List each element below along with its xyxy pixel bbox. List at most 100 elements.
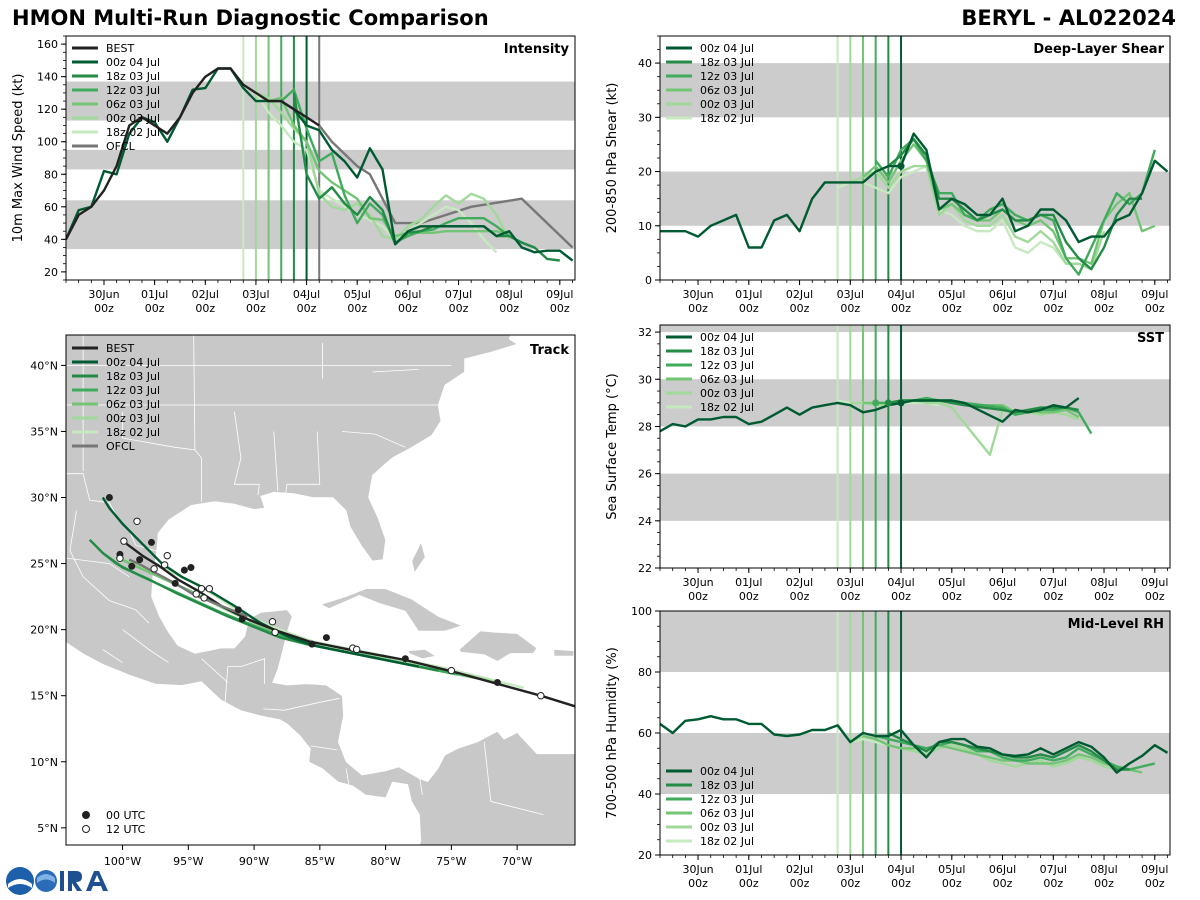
track-point-00utc bbox=[128, 562, 136, 570]
track-point-00utc bbox=[147, 538, 155, 546]
x-tick-label-hour: 00z bbox=[1043, 590, 1063, 603]
series-line-best bbox=[66, 67, 320, 240]
y-axis-label: 10m Max Wind Speed (kt) bbox=[11, 74, 26, 243]
track-point-12utc bbox=[133, 517, 141, 525]
political-border bbox=[285, 431, 321, 494]
x-tick-label-date: 30Jun bbox=[682, 576, 713, 589]
axes-frame bbox=[65, 334, 576, 846]
x-tick-label-date: 09Jul bbox=[1141, 288, 1168, 301]
x-tick-label-hour: 00z bbox=[790, 877, 810, 890]
x-tick-label: 100°W bbox=[104, 855, 141, 868]
series-line-00z-03-jul bbox=[255, 91, 511, 241]
series-line-00z-03-jul bbox=[850, 399, 1080, 456]
track-point-12utc bbox=[268, 618, 277, 626]
x-tick-label-date: 07Jul bbox=[1040, 863, 1067, 876]
x-tick-label-hour: 00z bbox=[688, 590, 708, 603]
x-tick-label: 75°W bbox=[436, 855, 466, 868]
y-tick-label: 26 bbox=[638, 468, 652, 481]
panel-title: Deep-Layer Shear bbox=[1033, 42, 1164, 57]
x-tick-label-hour: 00z bbox=[840, 302, 860, 315]
x-tick-label-date: 05Jul bbox=[938, 576, 965, 589]
shaded-band bbox=[660, 611, 1170, 672]
x-tick-label-hour: 00z bbox=[94, 302, 114, 315]
y-tick-label: 30°N bbox=[30, 492, 58, 505]
y-tick-label: 5°N bbox=[37, 822, 58, 835]
series-line-ofcl bbox=[318, 124, 574, 249]
x-tick-label-hour: 00z bbox=[993, 302, 1013, 315]
y-tick-label: 10°N bbox=[30, 756, 58, 769]
shaded-band bbox=[660, 325, 1170, 333]
x-tick-label-date: 01Jul bbox=[735, 288, 762, 301]
x-tick-label-hour: 00z bbox=[891, 302, 911, 315]
legend-label-12z-03-jul: 12z 03 Jul bbox=[700, 70, 754, 83]
legend-label-06z-03-jul: 06z 03 Jul bbox=[106, 98, 160, 111]
political-border bbox=[342, 431, 406, 448]
track-point-12utc bbox=[537, 691, 545, 700]
x-tick-label-date: 05Jul bbox=[938, 863, 965, 876]
land-puerto-rico bbox=[553, 649, 575, 657]
legend-label-12z-03-jul: 12z 03 Jul bbox=[700, 359, 754, 372]
x-tick-label-date: 06Jul bbox=[989, 576, 1016, 589]
x-tick-label: 80°W bbox=[370, 855, 400, 868]
series-line-00z-04-jul bbox=[660, 132, 1169, 249]
y-tick-label: 30 bbox=[638, 373, 652, 386]
init-marker-00z-04-jul bbox=[897, 162, 905, 170]
series-line-12z-03-jul bbox=[280, 88, 535, 249]
x-tick-label-date: 08Jul bbox=[496, 288, 523, 301]
shear-panel: 01020304030Jun00z01Jul00z02Jul00z03Jul00… bbox=[605, 35, 1171, 315]
plot-area bbox=[660, 611, 1170, 855]
legend-label-06z-03-jul: 06z 03 Jul bbox=[700, 807, 754, 820]
series-line-00z-04-jul bbox=[660, 715, 1169, 774]
political-border bbox=[102, 649, 123, 664]
cira-letters-icon bbox=[60, 871, 108, 891]
political-border bbox=[310, 745, 337, 751]
x-tick-label-hour: 00z bbox=[790, 590, 810, 603]
y-tick-label: 20 bbox=[638, 849, 652, 862]
y-tick-label: 60 bbox=[44, 201, 58, 214]
x-tick-label-hour: 00z bbox=[739, 877, 759, 890]
legend-label-06z-03-jul: 06z 03 Jul bbox=[106, 398, 160, 411]
x-tick-label-date: 03Jul bbox=[242, 288, 269, 301]
legend-label-best: BEST bbox=[106, 42, 134, 55]
x-tick-label-hour: 00z bbox=[398, 302, 418, 315]
x-tick-label-hour: 00z bbox=[891, 590, 911, 603]
legend-label-12z-03-jul: 12z 03 Jul bbox=[700, 793, 754, 806]
map-area bbox=[66, 335, 575, 845]
shaded-band bbox=[660, 473, 1170, 521]
land-cuba bbox=[320, 588, 463, 632]
legend-label-06z-03-jul: 06z 03 Jul bbox=[700, 373, 754, 386]
track-point-12utc bbox=[205, 584, 214, 593]
x-tick-label-hour: 00z bbox=[297, 302, 317, 315]
legend-label-00z-04-jul: 00z 04 Jul bbox=[700, 42, 754, 55]
panel-title: Track bbox=[530, 343, 569, 358]
main-title: HMON Multi-Run Diagnostic Comparison bbox=[12, 6, 489, 30]
track-line-00z-04-jul bbox=[101, 496, 419, 668]
x-tick-label-hour: 00z bbox=[739, 590, 759, 603]
x-tick-label-date: 07Jul bbox=[445, 288, 472, 301]
track-point-00utc bbox=[171, 579, 179, 587]
marker-legend-label: 12 UTC bbox=[106, 823, 146, 836]
legend-label-best: BEST bbox=[106, 342, 134, 355]
legend-label-00z-04-jul: 00z 04 Jul bbox=[106, 356, 160, 369]
x-tick-label-date: 08Jul bbox=[1090, 863, 1117, 876]
x-tick-label-date: 03Jul bbox=[837, 288, 864, 301]
panel-title: Intensity bbox=[504, 42, 570, 57]
y-tick-label: 24 bbox=[638, 515, 652, 528]
x-tick-label-date: 02Jul bbox=[786, 863, 813, 876]
track-point-12utc bbox=[163, 551, 171, 560]
shaded-band bbox=[660, 63, 1170, 118]
y-tick-label: 32 bbox=[638, 326, 652, 339]
track-point-12utc bbox=[352, 645, 361, 654]
x-tick-label-hour: 00z bbox=[347, 302, 367, 315]
political-border bbox=[263, 697, 340, 711]
x-tick-label-hour: 00z bbox=[840, 877, 860, 890]
x-tick-label-date: 07Jul bbox=[1040, 288, 1067, 301]
track-point-00utc bbox=[308, 640, 316, 648]
x-tick-label-hour: 00z bbox=[1094, 877, 1114, 890]
legend-label-00z-03-jul: 00z 03 Jul bbox=[700, 821, 754, 834]
y-tick-label: 60 bbox=[638, 727, 652, 740]
legend-label-18z-02-jul: 18z 02 Jul bbox=[700, 112, 754, 125]
init-marker-00z-04-jul bbox=[897, 399, 905, 407]
y-tick-label: 80 bbox=[44, 168, 58, 181]
track-point-12utc bbox=[150, 565, 158, 573]
